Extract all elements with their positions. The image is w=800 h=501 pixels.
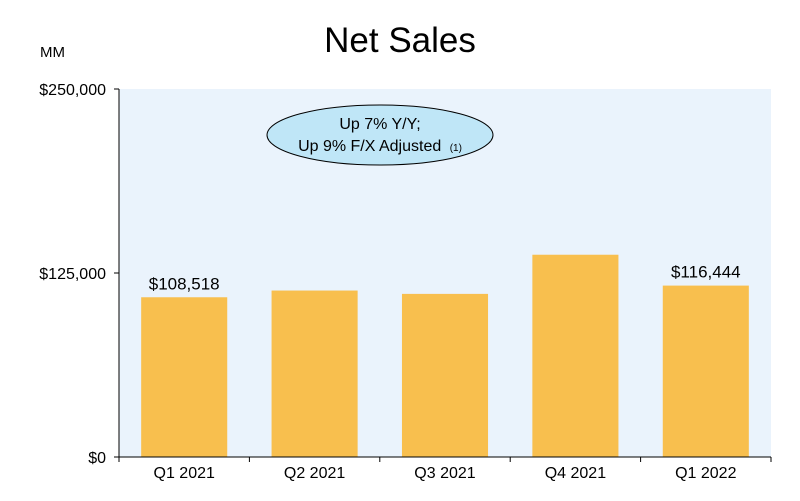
bar-q2-2021 xyxy=(271,290,358,457)
y-tick-label: $125,000 xyxy=(39,266,106,283)
bar-q1-2022 xyxy=(662,285,749,457)
data-label-q1-2021: $108,518 xyxy=(149,274,220,293)
bar-q3-2021 xyxy=(401,293,489,457)
callout: Up 7% Y/Y; Up 9% F/X Adjusted (1) xyxy=(266,104,494,166)
unit-label: MM xyxy=(40,44,65,61)
bars-group xyxy=(141,254,749,457)
x-tick-label: Q1 2021 xyxy=(154,465,215,482)
x-axis-ticks: Q1 2021 Q2 2021 Q3 2021 Q4 2021 Q1 2022 xyxy=(118,457,772,482)
chart-title: Net Sales xyxy=(324,21,476,60)
bar-q1-2021 xyxy=(141,297,228,457)
callout-line1: Up 7% Y/Y; xyxy=(339,116,420,133)
bar-q4-2021 xyxy=(532,254,619,457)
x-tick-label: Q2 2021 xyxy=(284,465,345,482)
y-axis-ticks: $0 $125,000 $250,000 xyxy=(39,82,119,467)
x-tick-label: Q4 2021 xyxy=(545,465,606,482)
data-label-q1-2022: $116,444 xyxy=(671,263,741,282)
callout-line2-group: Up 9% F/X Adjusted (1) xyxy=(298,138,462,155)
callout-ellipse xyxy=(266,104,494,166)
callout-line2: Up 9% F/X Adjusted xyxy=(298,138,441,155)
y-tick-label: $250,000 xyxy=(39,82,106,99)
y-tick-label: $0 xyxy=(88,450,106,467)
data-labels-group: $108,518 $116,444 xyxy=(149,263,741,294)
callout-reference: (1) xyxy=(450,143,462,154)
x-tick-label: Q1 2022 xyxy=(675,465,736,482)
x-tick-label: Q3 2021 xyxy=(414,465,475,482)
